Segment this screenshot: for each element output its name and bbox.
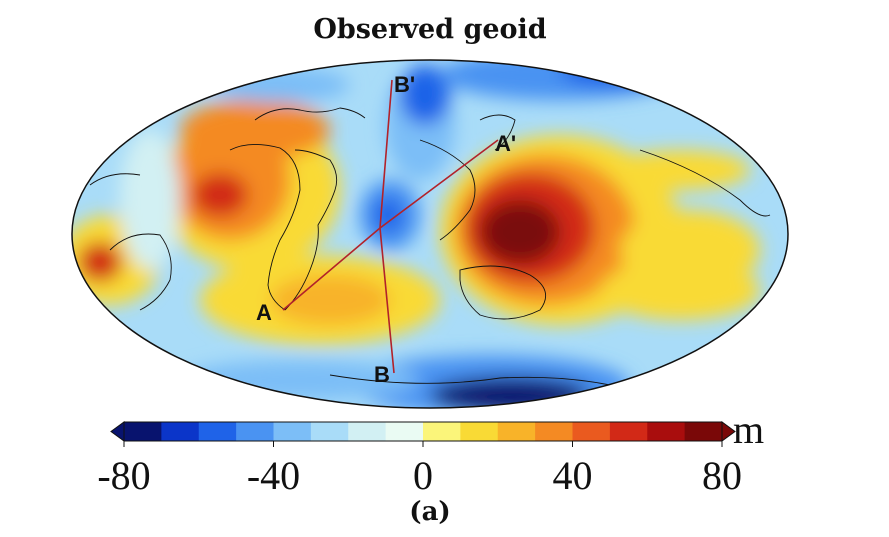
colorbar-swatch [385, 422, 424, 441]
colorbar-swatch [423, 422, 461, 441]
colorbar-swatch [124, 422, 162, 441]
colorbar-swatch [198, 422, 237, 441]
colorbar-swatch [273, 422, 312, 441]
map-title: Observed geoid [313, 14, 546, 45]
profile-label-a-start: A [256, 300, 272, 325]
colorbar-swatch [684, 422, 723, 441]
colorbar-tick-label: -80 [97, 453, 150, 498]
colorbar-swatch [647, 422, 686, 441]
profile-label-b-start: B [374, 362, 390, 387]
colorbar-swatch [572, 422, 611, 441]
colorbar-swatch [460, 422, 499, 441]
colorbar-swatch [348, 422, 387, 441]
colorbar-swatch [310, 422, 349, 441]
colorbar-under-arrow [110, 421, 125, 442]
profile-label-a-end: A' [495, 131, 516, 156]
colorbar-unit: m [733, 407, 764, 452]
colorbar-tick-label: 80 [702, 453, 742, 498]
figure-caption: (a) [409, 497, 450, 527]
colorbar-swatch [609, 422, 648, 441]
colorbar-swatch [161, 422, 200, 441]
colorbar-tick-label: 40 [553, 453, 593, 498]
profile-label-b-end: B' [394, 72, 415, 97]
colorbar-tick-label: -40 [247, 453, 300, 498]
colorbar-swatch [236, 422, 274, 441]
colorbar-swatch [497, 422, 536, 441]
map-frame [71, 59, 789, 409]
geoid-map [72, 60, 788, 408]
profile-line-b [379, 79, 395, 374]
colorbar: -80 -40 0 40 80 [97, 421, 742, 498]
coastlines [89, 60, 771, 386]
colorbar-swatch [535, 422, 573, 441]
colorbar-tick-label: 0 [413, 453, 433, 498]
profile-lines: A A' B B' [256, 72, 516, 387]
